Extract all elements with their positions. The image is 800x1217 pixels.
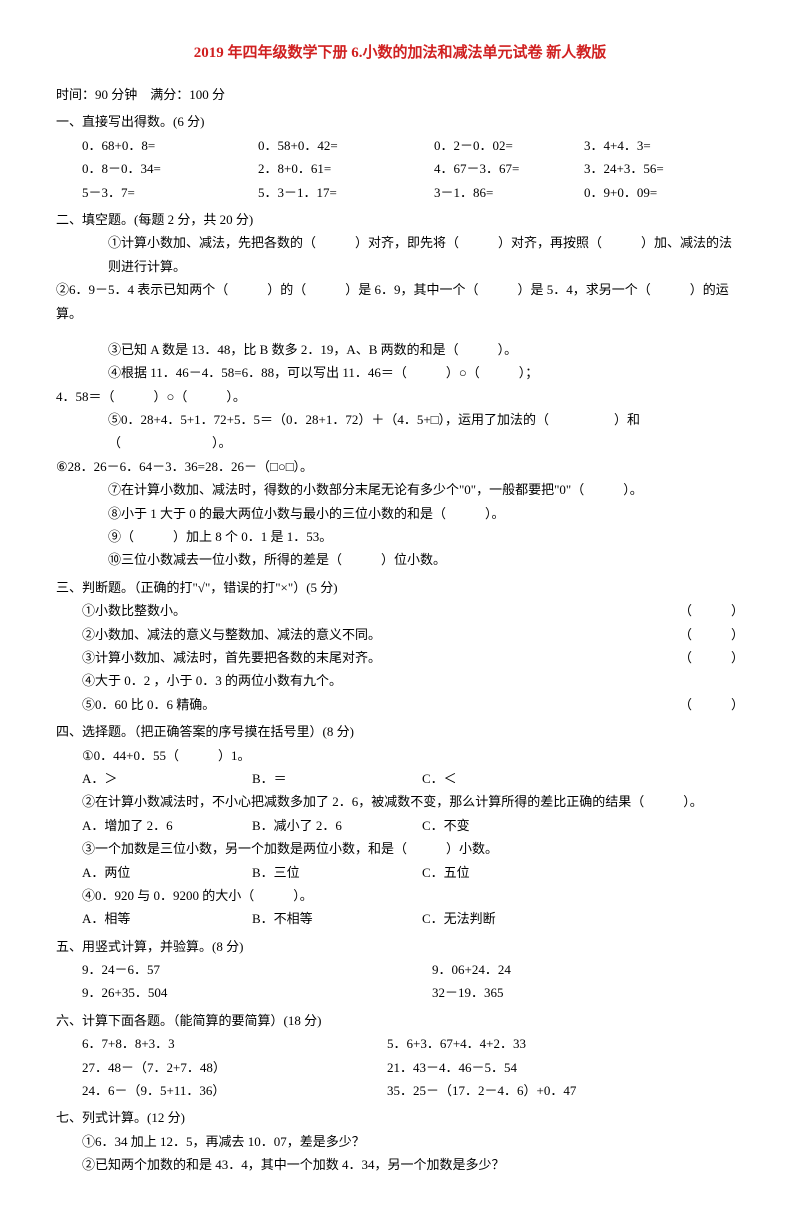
s1-r1c4: 3．4+4．3= bbox=[584, 134, 651, 157]
s2-q2: ②6．9－5．4 表示已知两个（ ）的（ ）是 6．9，其中一个（ ）是 5．4… bbox=[56, 278, 744, 325]
section-5-head: 五、用竖式计算，并验算。(8 分) bbox=[56, 935, 744, 958]
s4-q3a: A．两位 bbox=[82, 861, 252, 884]
section-3: 三、判断题。（正确的打"√"，错误的打"×"）(5 分) ①小数比整数小。 （ ）… bbox=[56, 576, 744, 716]
s5-q1: 9．24－6．57 bbox=[82, 958, 432, 981]
s2-q4: ④根据 11．46－4．58=6．88，可以写出 11．46＝（ ）○（ ）； bbox=[56, 361, 744, 384]
s4-q3b: B．三位 bbox=[252, 861, 422, 884]
s3-q5: ⑤0．60 比 0．6 精确。 bbox=[82, 697, 215, 712]
s4-q1: ①0．44+0．55（ ）1。 bbox=[56, 744, 744, 767]
s4-q1b: B．＝ bbox=[252, 767, 422, 790]
section-4: 四、选择题。（把正确答案的序号摸在括号里）(8 分) ①0．44+0．55（ ）… bbox=[56, 720, 744, 931]
s3-q2: ②小数加、减法的意义与整数加、减法的意义不同。 bbox=[82, 627, 381, 642]
s2-q6: ⑥28．26－6．64－3．36=28．26－（□○□）。 bbox=[56, 455, 744, 478]
s1-r3c4: 0．9+0．09= bbox=[584, 181, 657, 204]
exam-info: 时间：90 分钟 满分：100 分 bbox=[56, 83, 744, 106]
s4-q1c: C．＜ bbox=[422, 767, 457, 790]
s5-q4: 32－19．365 bbox=[432, 981, 504, 1004]
s4-q3c: C．五位 bbox=[422, 861, 470, 884]
s6-q1: 6．7+8．8+3．3 bbox=[82, 1032, 387, 1055]
blank-paren: （ ） bbox=[679, 599, 744, 622]
section-5: 五、用竖式计算，并验算。(8 分) 9．24－6．57 9．06+24．24 9… bbox=[56, 935, 744, 1005]
s2-q7: ⑦在计算小数加、减法时，得数的小数部分末尾无论有多少个"0"，一般都要把"0"（… bbox=[56, 478, 744, 501]
s4-q2b: B．减小了 2．6 bbox=[252, 814, 422, 837]
s2-q9: ⑨（ ）加上 8 个 0．1 是 1．53。 bbox=[56, 525, 744, 548]
blank-paren: （ ） bbox=[679, 646, 744, 669]
s6-q4: 21．43－4．46－5．54 bbox=[387, 1056, 517, 1079]
s1-r2c4: 3．24+3．56= bbox=[584, 157, 664, 180]
section-7-head: 七、列式计算。(12 分) bbox=[56, 1106, 744, 1129]
s1-r2c3: 4．67－3．67= bbox=[434, 157, 584, 180]
s2-q8: ⑧小于 1 大于 0 的最大两位小数与最小的三位小数的和是（ ）。 bbox=[56, 502, 744, 525]
s4-q2c: C．不变 bbox=[422, 814, 470, 837]
blank-paren: （ ） bbox=[679, 623, 744, 646]
s4-q4: ④0．920 与 0．9200 的大小（ ）。 bbox=[56, 884, 744, 907]
s2-q5: ⑤0．28+4．5+1．72+5．5＝（0．28+1．72）＋（4．5+□），运… bbox=[56, 408, 744, 455]
s6-q2: 5．6+3．67+4．4+2．33 bbox=[387, 1032, 526, 1055]
s2-q4b: 4．58＝（ ）○（ ）。 bbox=[56, 385, 744, 408]
s3-q3: ③计算小数加、减法时，首先要把各数的末尾对齐。 bbox=[82, 650, 381, 665]
section-2: 二、填空题。(每题 2 分，共 20 分) ①计算小数加、减法，先把各数的（ ）… bbox=[56, 208, 744, 572]
s4-q3: ③一个加数是三位小数，另一个加数是两位小数，和是（ ）小数。 bbox=[56, 837, 744, 860]
s2-q1: ①计算小数加、减法，先把各数的（ ）对齐，即先将（ ）对齐，再按照（ ）加、减法… bbox=[56, 231, 744, 278]
section-4-head: 四、选择题。（把正确答案的序号摸在括号里）(8 分) bbox=[56, 720, 744, 743]
section-6: 六、计算下面各题。（能简算的要简算）(18 分) 6．7+8．8+3．3 5．6… bbox=[56, 1009, 744, 1103]
section-7: 七、列式计算。(12 分) ①6．34 加上 12．5，再减去 10．07，差是… bbox=[56, 1106, 744, 1176]
s4-q4c: C．无法判断 bbox=[422, 907, 496, 930]
s2-q3: ③已知 A 数是 13．48，比 B 数多 2．19，A、B 两数的和是（ ）。 bbox=[56, 338, 744, 361]
section-1-head: 一、直接写出得数。(6 分) bbox=[56, 110, 744, 133]
s7-q1: ①6．34 加上 12．5，再减去 10．07，差是多少？ bbox=[56, 1130, 744, 1153]
s1-r1c3: 0．2－0．02= bbox=[434, 134, 584, 157]
section-1: 一、直接写出得数。(6 分) 0．68+0．8= 0．58+0．42= 0．2－… bbox=[56, 110, 744, 204]
s5-q3: 9．26+35．504 bbox=[82, 981, 432, 1004]
s4-q2: ②在计算小数减法时，不小心把减数多加了 2．6，被减数不变，那么计算所得的差比正… bbox=[56, 790, 744, 813]
section-3-head: 三、判断题。（正确的打"√"，错误的打"×"）(5 分) bbox=[56, 576, 744, 599]
s4-q2a: A．增加了 2．6 bbox=[82, 814, 252, 837]
blank-paren: （ ） bbox=[679, 693, 744, 716]
s5-q2: 9．06+24．24 bbox=[432, 958, 511, 981]
s3-q1: ①小数比整数小。 bbox=[82, 603, 186, 618]
s4-q4a: A．相等 bbox=[82, 907, 252, 930]
s7-q2: ②已知两个加数的和是 43．4，其中一个加数 4．34，另一个加数是多少？ bbox=[56, 1153, 744, 1176]
section-6-head: 六、计算下面各题。（能简算的要简算）(18 分) bbox=[56, 1009, 744, 1032]
s1-r3c2: 5．3－1．17= bbox=[258, 181, 434, 204]
s1-r3c1: 5－3．7= bbox=[82, 181, 258, 204]
page-title: 2019 年四年级数学下册 6.小数的加法和减法单元试卷 新人教版 bbox=[56, 40, 744, 67]
s6-q3: 27．48－（7．2+7．48） bbox=[82, 1056, 387, 1079]
s4-q4b: B．不相等 bbox=[252, 907, 422, 930]
s3-q4: ④大于 0．2 ，小于 0．3 的两位小数有九个。 bbox=[82, 673, 342, 688]
s1-r3c3: 3－1．86= bbox=[434, 181, 584, 204]
s6-q5: 24．6－（9．5+11．36） bbox=[82, 1079, 387, 1102]
s4-q1a: A．＞ bbox=[82, 767, 252, 790]
s1-r2c2: 2．8+0．61= bbox=[258, 157, 434, 180]
s2-q10: ⑩三位小数减去一位小数，所得的差是（ ）位小数。 bbox=[56, 548, 744, 571]
section-2-head: 二、填空题。(每题 2 分，共 20 分) bbox=[56, 208, 744, 231]
s1-r2c1: 0．8－0．34= bbox=[82, 157, 258, 180]
s1-r1c2: 0．58+0．42= bbox=[258, 134, 434, 157]
s6-q6: 35．25－（17．2－4．6）+0．47 bbox=[387, 1079, 576, 1102]
s1-r1c1: 0．68+0．8= bbox=[82, 134, 258, 157]
